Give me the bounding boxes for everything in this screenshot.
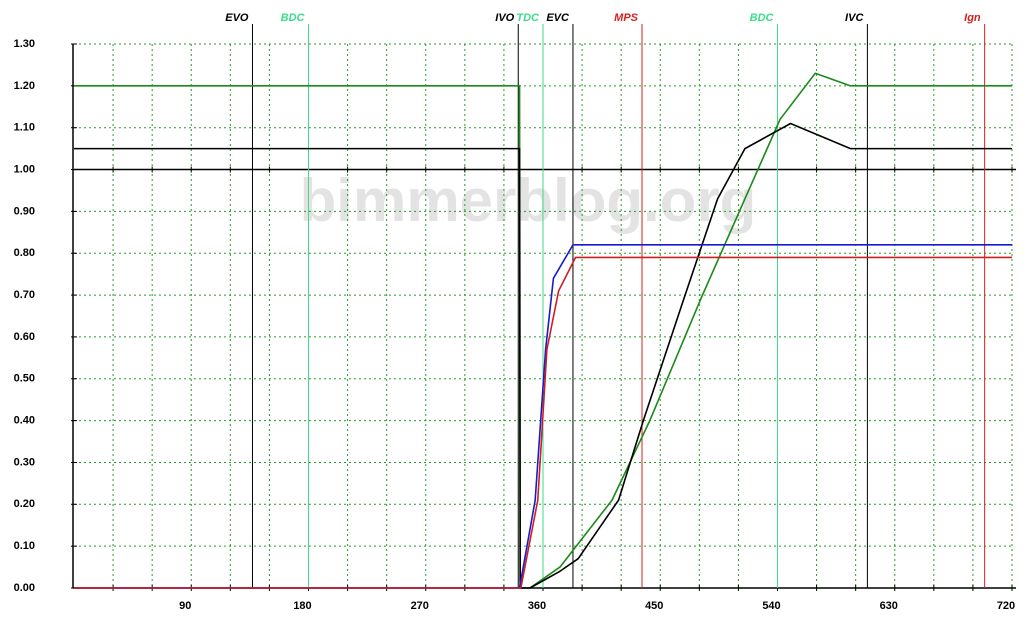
y-tick-label: 0.90 (14, 205, 35, 217)
y-tick-label: 1.00 (14, 163, 35, 175)
y-tick-label: 0.00 (14, 582, 35, 594)
event-label: BDC (281, 12, 306, 24)
x-tick-label: 360 (528, 600, 546, 612)
series-line (74, 122, 1012, 589)
y-tick-label: 1.30 (14, 38, 35, 50)
event-label: EVO (225, 12, 249, 24)
y-tick-label: 1.10 (14, 122, 35, 134)
y-tick-label: 0.20 (14, 498, 35, 510)
x-tick-label: 270 (411, 600, 429, 612)
event-label: IVO (495, 12, 514, 24)
y-tick-label: 0.10 (14, 540, 35, 552)
x-tick-label: 180 (293, 600, 311, 612)
y-tick-label: 0.30 (14, 456, 35, 468)
event-label: BDC (750, 12, 775, 24)
x-tick-label: 90 (179, 600, 191, 612)
x-tick-label: 630 (880, 600, 898, 612)
y-tick-label: 0.60 (14, 331, 35, 343)
series-line (74, 256, 1012, 589)
event-label: IVC (845, 12, 864, 24)
y-tick-label: 0.50 (14, 373, 35, 385)
y-tick-label: 0.80 (14, 247, 35, 259)
event-label: Ign (964, 12, 981, 24)
y-tick-label: 0.70 (14, 289, 35, 301)
event-label: TDC (516, 12, 540, 24)
x-tick-label: 540 (762, 600, 780, 612)
y-tick-label: 1.20 (14, 80, 35, 92)
event-label: MPS (614, 12, 639, 24)
y-tick-label: 0.40 (14, 415, 35, 427)
x-tick-label: 450 (645, 600, 663, 612)
x-tick-label: 720 (997, 600, 1015, 612)
watermark: bimmerblog.org (300, 167, 757, 234)
event-label: EVC (546, 12, 570, 24)
